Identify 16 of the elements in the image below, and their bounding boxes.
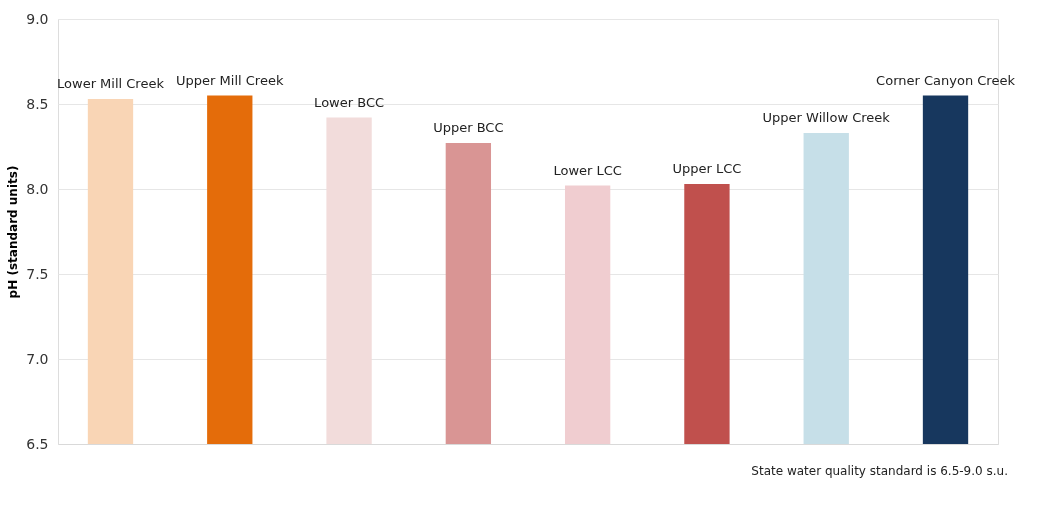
- text: State water quality standard is 6.5-9.0 s.u.: [751, 464, 1008, 478]
- y-tick-label: 6.5: [26, 435, 49, 452]
- y-tick-label: 9.0: [26, 10, 49, 27]
- y-tick-label: 8.5: [26, 95, 49, 112]
- x-tick-label: Upper LCC: [672, 160, 742, 176]
- x-tick-label: Lower BCC: [314, 94, 385, 110]
- y-tick-label: 7.0: [26, 350, 49, 367]
- x-tick-label: Upper Mill Creek: [176, 72, 284, 88]
- x-tick-label: Upper Willow Creek: [762, 109, 891, 125]
- x-tick-label: Upper BCC: [433, 120, 504, 136]
- y-axis-title: pH (standard units): [6, 165, 21, 299]
- x-tick-label: Lower LCC: [553, 162, 622, 178]
- y-tick-label: 7.5: [26, 265, 49, 282]
- x-tick-label: Lower Mill Creek: [57, 75, 165, 91]
- y-tick-label: 8.0: [26, 180, 49, 197]
- x-tick-label: Corner Canyon Creek: [876, 72, 1016, 88]
